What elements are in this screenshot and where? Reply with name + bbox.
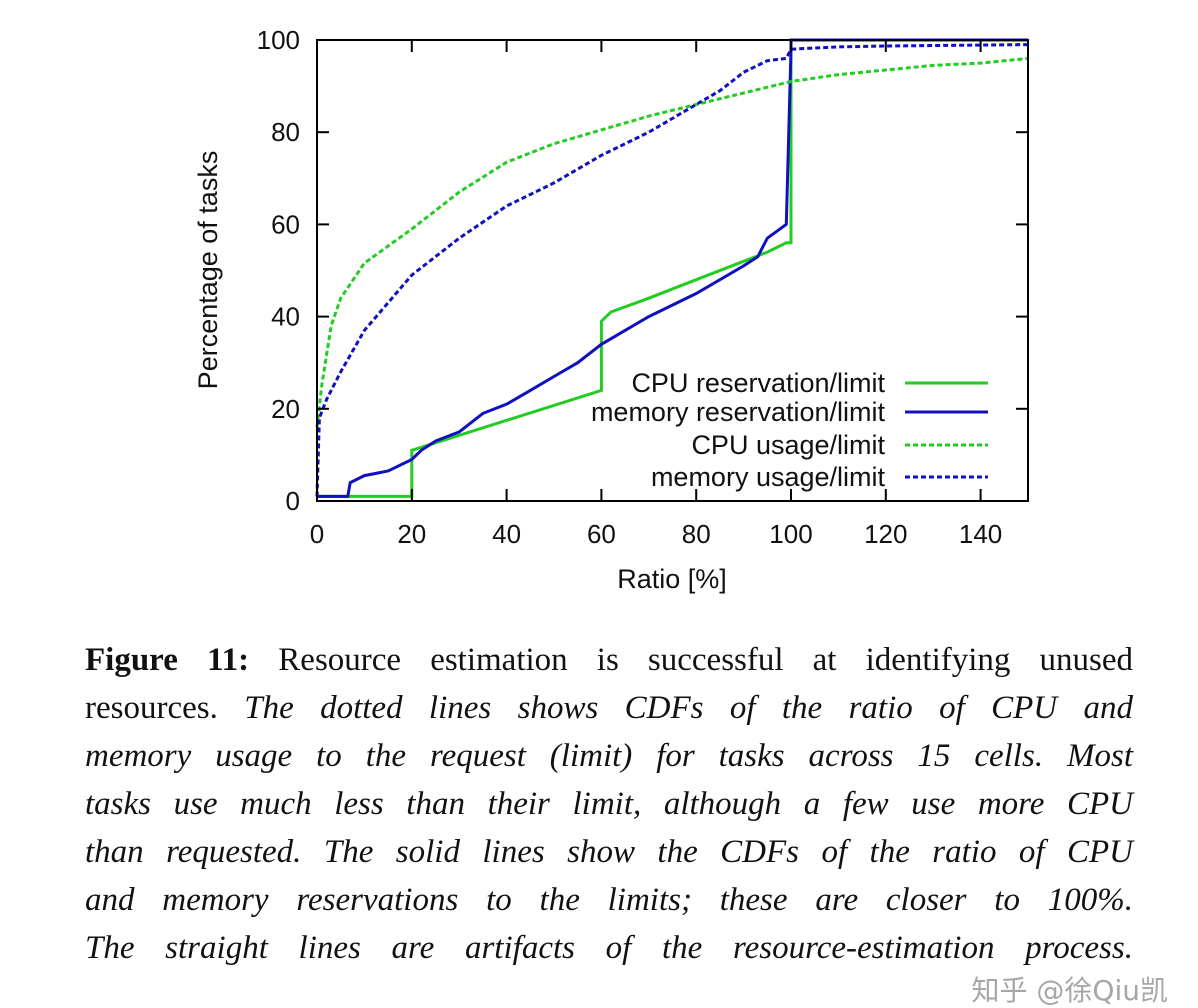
x-tick-label: 60 <box>587 519 616 549</box>
cdf-chart: 0 20 40 60 80 100 120 140 0 20 40 60 80 100 Ratio [%]… <box>193 25 1029 594</box>
caption-line: than requested. The solid lines show the… <box>85 828 1133 876</box>
legend-label: CPU usage/limit <box>691 430 885 460</box>
x-tick-label: 20 <box>397 519 426 549</box>
y-tick-label: 100 <box>257 25 300 55</box>
caption-segment: Resource estimation is successful at ide… <box>249 642 1134 678</box>
legend-label: CPU reservation/limit <box>631 368 885 398</box>
legend-label: memory reservation/limit <box>591 397 886 427</box>
caption-segment: Figure 11: <box>85 642 250 678</box>
y-axis-label: Percentage of tasks <box>193 151 223 390</box>
series-line-cpu-reservation-limit <box>317 38 1028 498</box>
caption-segment: and memory reservations to the limits; t… <box>85 882 1133 918</box>
caption-segment: tasks use much less than their limit, al… <box>85 786 1133 822</box>
series-line-cpu-usage-limit <box>315 56 1029 428</box>
watermark: 知乎 @徐Qiu凯 <box>971 974 1168 1007</box>
caption-line: tasks use much less than their limit, al… <box>85 780 1133 828</box>
caption-segment: than requested. The solid lines show the… <box>85 834 1133 870</box>
caption-segment: memory usage to the request (limit) for … <box>85 738 1133 774</box>
y-tick-label: 20 <box>271 394 300 424</box>
y-tick-label: 40 <box>271 302 300 332</box>
x-tick-label: 0 <box>310 519 324 549</box>
caption-line: memory usage to the request (limit) for … <box>85 732 1133 780</box>
caption-segment: resources. <box>85 690 218 726</box>
plot-frame <box>316 39 1029 502</box>
caption-segment: The dotted lines shows CDFs of the ratio… <box>217 690 1133 726</box>
x-tick-label: 120 <box>864 519 907 549</box>
y-tick-label: 0 <box>286 486 300 516</box>
x-tick-label: 40 <box>492 519 521 549</box>
figure-caption: Figure 11: Resource estimation is succes… <box>85 636 1133 972</box>
caption-line: resources. The dotted lines shows CDFs o… <box>85 684 1133 732</box>
series-line-memory-usage-limit <box>315 43 1029 497</box>
x-tick-label: 80 <box>682 519 711 549</box>
caption-line: The straight lines are artifacts of the … <box>85 924 1133 972</box>
x-tick-label: 140 <box>959 519 1002 549</box>
x-axis-label: Ratio [%] <box>617 564 727 594</box>
x-tick-label: 100 <box>769 519 812 549</box>
caption-line: and memory reservations to the limits; t… <box>85 876 1133 924</box>
y-tick-label: 60 <box>271 209 300 239</box>
caption-line: Figure 11: Resource estimation is succes… <box>85 636 1133 684</box>
y-tick-label: 80 <box>271 117 300 147</box>
series-line-memory-reservation-limit <box>317 38 1028 498</box>
legend-label: memory usage/limit <box>651 462 886 492</box>
caption-segment: The straight lines are artifacts of the … <box>85 930 1133 966</box>
axis-ticks: 0 20 40 60 80 100 120 140 0 20 40 60 80 100 <box>257 25 1028 549</box>
plot-marks <box>315 38 1029 498</box>
